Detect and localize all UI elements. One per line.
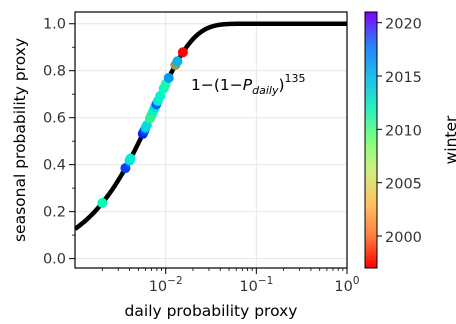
colorbar <box>364 11 378 269</box>
colorbar-tick-label: 2015 <box>385 70 422 86</box>
y-tick-label: 0.4 <box>43 158 66 174</box>
colorbar-tick-label: 2005 <box>385 177 422 193</box>
data-points <box>97 47 188 208</box>
scatter-point <box>125 153 136 164</box>
scatter-point <box>120 163 131 174</box>
y-axis-ticks: 0.0 0.2 0.4 0.6 0.8 1.0 <box>43 17 75 268</box>
colorbar-tick-label: 2000 <box>385 230 422 246</box>
x-axis-ticks: 10−2 10−1 100 <box>101 268 360 295</box>
x-axis-label: daily probability proxy <box>125 302 298 320</box>
curve-annotation: 1−(1−Pdaily)135 <box>191 72 306 97</box>
curve-annotation-sup: 135 <box>285 72 306 85</box>
colorbar-ticks: 2000 2005 2010 2015 2020 <box>377 17 422 246</box>
y-tick-label: 0.6 <box>43 111 66 127</box>
y-tick-label: 0.0 <box>43 252 66 268</box>
curve-annotation-sub: daily <box>252 84 279 97</box>
scatter-point <box>177 47 188 58</box>
curve-annotation-prefix: 1−(1− <box>191 76 243 94</box>
x-tick-label: 100 <box>334 275 359 295</box>
y-tick-label: 1.0 <box>43 17 66 33</box>
grid-lines <box>75 12 348 268</box>
curve-annotation-var: P <box>243 76 253 94</box>
x-tick-label: 10−2 <box>149 275 183 295</box>
curve-annotation-suffix: ) <box>278 76 284 94</box>
colorbar-tick-label: 2020 <box>385 17 422 33</box>
scatter-point <box>155 90 166 101</box>
y-tick-label: 0.2 <box>43 205 66 221</box>
scatter-point <box>97 197 108 208</box>
plot-frame <box>74 11 348 269</box>
colorbar-tick-label: 2010 <box>385 123 422 139</box>
fit-curve <box>75 21 347 231</box>
x-tick-label: 10−1 <box>239 275 273 295</box>
colorbar-label: winter <box>442 115 456 164</box>
y-tick-label: 0.8 <box>43 64 66 80</box>
y-axis-label: seasonal probability proxy <box>11 38 29 242</box>
scatter-point <box>172 56 183 67</box>
scatter-point <box>163 72 174 83</box>
